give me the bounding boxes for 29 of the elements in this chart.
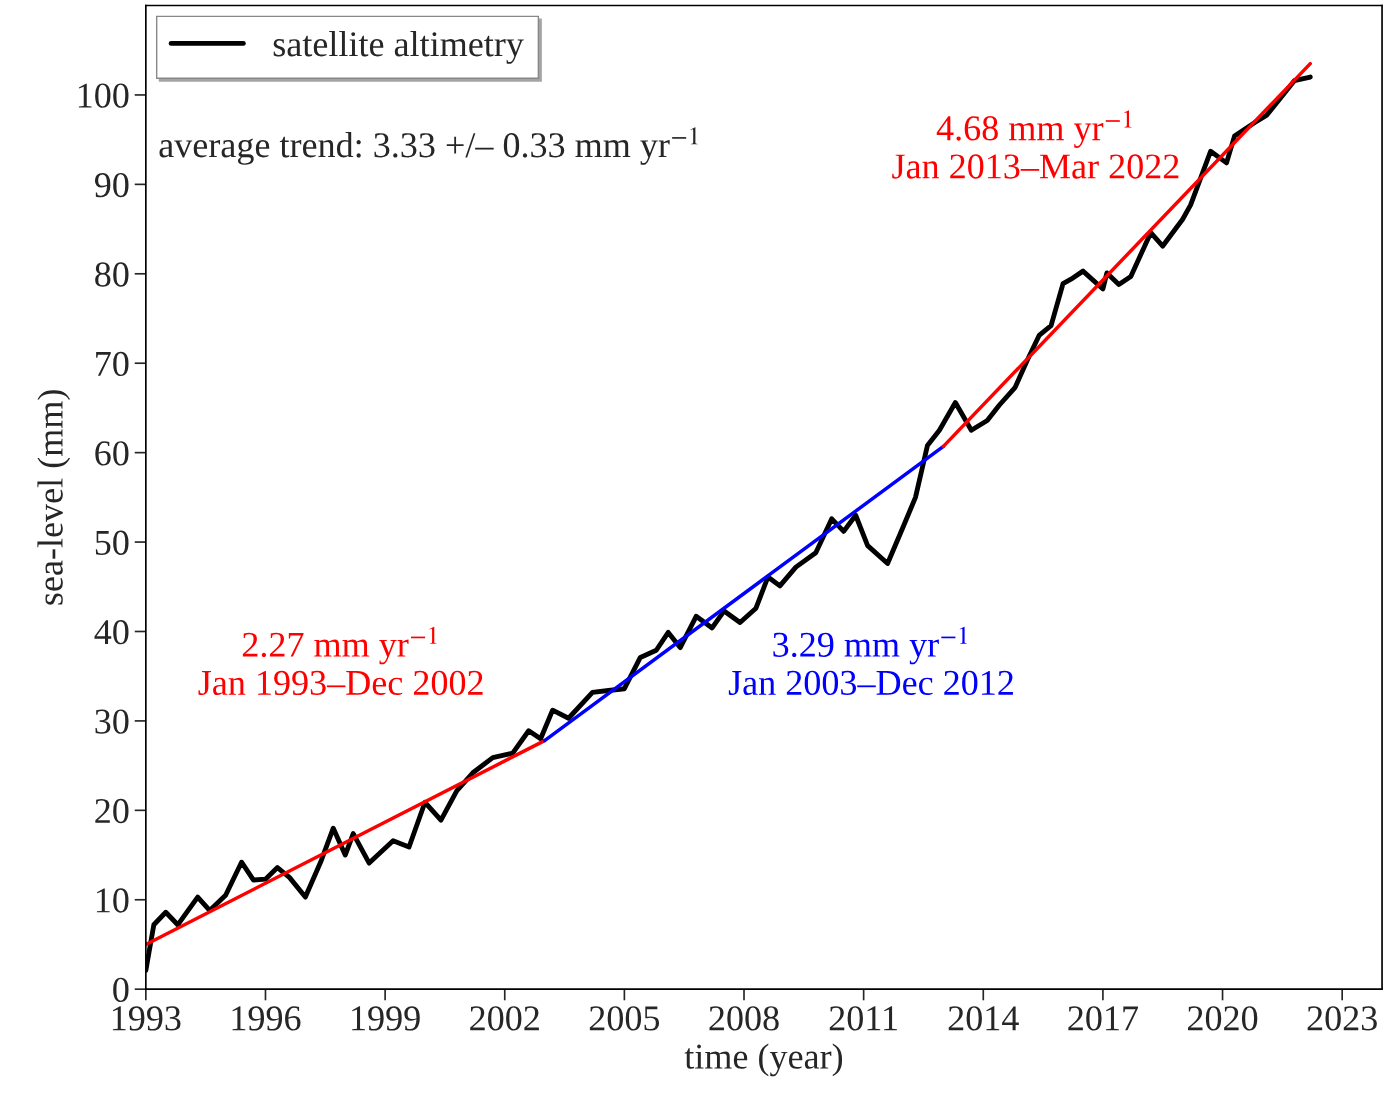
x-tick-label: 2014 bbox=[948, 1006, 1019, 1031]
x-tick-label: 2023 bbox=[1307, 1006, 1377, 1031]
x-tick-label: 2017 bbox=[1068, 1006, 1138, 1031]
y-tick-label: 90 bbox=[94, 172, 129, 198]
legend-label: satellite altimetry bbox=[273, 31, 524, 64]
y-tick-label: 70 bbox=[96, 351, 129, 377]
x-tick-label: 2011 bbox=[829, 1006, 897, 1031]
x-tick-label: 1996 bbox=[232, 1006, 301, 1031]
y-tick-label: 0 bbox=[113, 977, 129, 1003]
x-tick-label: 1993 bbox=[112, 1006, 181, 1031]
y-tick-label: 40 bbox=[94, 620, 129, 645]
x-tick-label: 2002 bbox=[470, 1006, 539, 1031]
series-label: 2.27 mm yr$^{−1}$ Jan 1993–Dec 2002 bbox=[198, 626, 483, 696]
y-tick-label: 60 bbox=[95, 441, 129, 466]
y-tick-label: 100 bbox=[78, 83, 129, 108]
y-tick-label: 80 bbox=[95, 262, 129, 287]
series-label: 3.29 mm yr$^{−1}$ Jan 2003–Dec 2012 bbox=[728, 626, 1013, 696]
x-tick-label: 2020 bbox=[1188, 1006, 1258, 1031]
y-tick-label: 10 bbox=[96, 888, 129, 913]
y-axis-title: sea-level (mm) bbox=[37, 390, 71, 605]
x-tick-label: 1999 bbox=[352, 1006, 420, 1031]
annotation: average trend: 3.33 +/– 0.33 mm yr$^{−1}$ bbox=[159, 127, 698, 165]
y-tick-label: 30 bbox=[95, 709, 129, 734]
y-tick-label: 50 bbox=[95, 530, 129, 555]
x-tick-label: 2005 bbox=[589, 1006, 660, 1031]
x-axis-title: time (year) bbox=[684, 1043, 843, 1077]
series-label: 4.68 mm yr$^{−1}$ Jan 2013–Mar 2022 bbox=[892, 110, 1179, 179]
x-tick-label: 2008 bbox=[709, 1006, 779, 1031]
y-tick-label: 20 bbox=[95, 798, 129, 824]
